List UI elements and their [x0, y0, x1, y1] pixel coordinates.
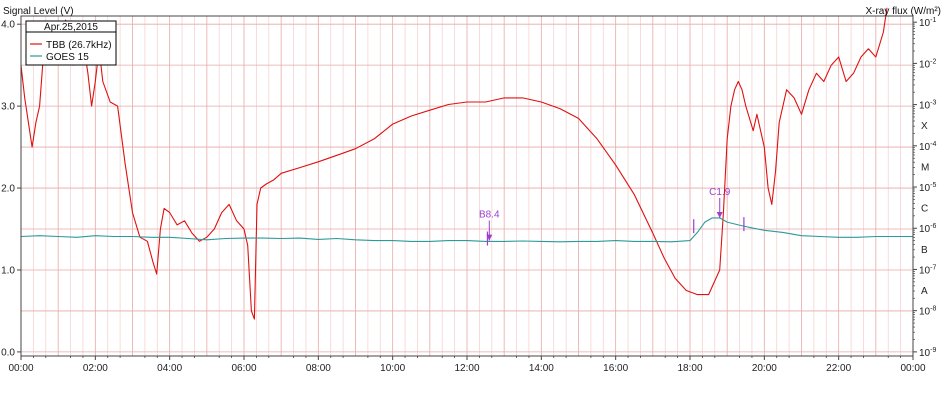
x-tick-label: 14:00: [529, 363, 554, 374]
y-axis-title: Signal Level (V): [3, 6, 74, 17]
y2-tick-label: 10-1: [919, 17, 936, 29]
series-layer: [20, 7, 913, 320]
x-tick-label: 20:00: [752, 363, 777, 374]
flare-class-label: M: [921, 162, 929, 173]
x-tick-label: 00:00: [900, 363, 925, 374]
flare-class-label: X: [921, 121, 928, 132]
x-tick-label: 12:00: [454, 363, 479, 374]
y-tick-label: 0.0: [1, 347, 15, 358]
x-tick-label: 02:00: [83, 363, 108, 374]
y-tick-label: 1.0: [1, 265, 15, 276]
x-tick-label: 22:00: [826, 363, 851, 374]
annotation-label: C1.9: [709, 187, 731, 198]
y2-tick-label: 10-5: [919, 182, 936, 194]
axes: 00:00 02:00 04:00 06:00 08:00 10:00 12:00 14:00…: [1, 15, 936, 374]
series-line-tbb: [20, 7, 888, 320]
annotation-arrowhead: [486, 234, 493, 241]
y2-tick-label: 10-6: [919, 223, 936, 235]
flare-class-label: C: [921, 204, 928, 215]
y2-tick-label: 10-7: [919, 264, 936, 276]
legend-box: [25, 20, 117, 66]
y-tick-label: 4.0: [1, 20, 15, 31]
y2-axis-title: X-ray flux (W/m²): [865, 6, 941, 17]
y-tick-label: 2.0: [1, 184, 15, 195]
x-tick-label: 04:00: [157, 363, 182, 374]
y-tick-label: 3.0: [1, 102, 15, 113]
annotation-label: B8.4: [479, 210, 500, 221]
y2-tick-label: 10-9: [919, 347, 936, 359]
x-tick-label: 06:00: [231, 363, 256, 374]
annotation-arrowhead: [716, 211, 723, 218]
x-tick-label: 18:00: [677, 363, 702, 374]
x-tick-label: 00:00: [8, 363, 33, 374]
legend-title: Apr.25,2015: [44, 22, 98, 33]
x-tick-label: 08:00: [306, 363, 331, 374]
flare-class-label: A: [921, 286, 928, 297]
y2-tick-label: 10-8: [919, 306, 936, 318]
y2-tick-label: 10-3: [919, 100, 936, 112]
annotations: B8.4 C1.9: [479, 187, 745, 246]
y2-tick-label: 10-4: [919, 141, 936, 153]
legend-entry-goes: GOES 15: [46, 52, 89, 63]
x-tick-label: 10:00: [380, 363, 405, 374]
grid: [20, 16, 914, 356]
y2-tick-label: 10-2: [919, 58, 936, 70]
flare-class-label: B: [921, 245, 928, 256]
legend-entry-tbb: TBB (26.7kHz): [46, 40, 112, 51]
legend: Apr.25,2015 TBB (26.7kHz) GOES 15: [25, 20, 117, 66]
series-line-goes: [20, 217, 913, 243]
x-tick-label: 16:00: [603, 363, 628, 374]
